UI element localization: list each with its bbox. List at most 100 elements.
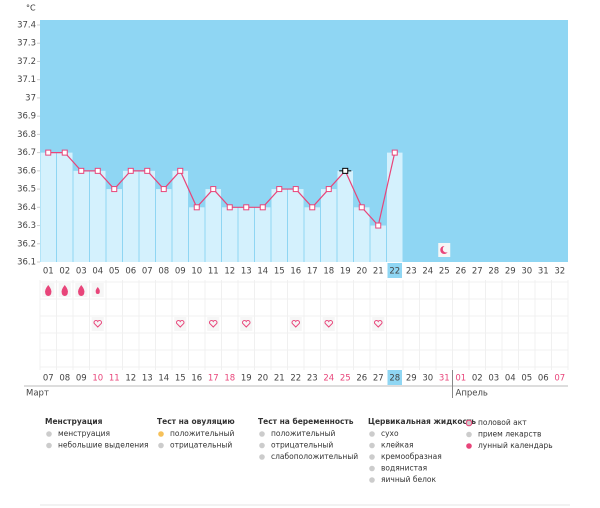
temperature-point bbox=[111, 186, 118, 193]
temperature-bar bbox=[172, 170, 188, 262]
x-tick-label: 25 bbox=[439, 267, 450, 277]
y-tick-label: 36.2 bbox=[17, 239, 36, 249]
temperature-point bbox=[144, 167, 151, 174]
temperature-point bbox=[243, 204, 250, 211]
temperature-bar bbox=[271, 189, 287, 262]
date-label: 08 bbox=[59, 374, 70, 384]
x-tick-label: 13 bbox=[241, 267, 252, 277]
date-label: 23 bbox=[307, 374, 318, 384]
x-tick-label: 10 bbox=[191, 267, 202, 277]
icon-cell bbox=[322, 317, 335, 331]
date-label: 19 bbox=[241, 374, 252, 384]
legend-item: половой акт bbox=[478, 418, 527, 427]
legend-title: Менструация bbox=[45, 417, 103, 426]
x-tick-label: 14 bbox=[257, 267, 268, 277]
date-label: 18 bbox=[224, 374, 235, 384]
legend-item: сухо bbox=[381, 429, 399, 438]
temperature-bar bbox=[189, 207, 205, 262]
temperature-point bbox=[78, 167, 85, 174]
legend-icon bbox=[369, 431, 375, 437]
temperature-bar bbox=[40, 152, 56, 262]
intercourse-icon bbox=[324, 320, 333, 328]
legend-item: отрицательный bbox=[170, 441, 232, 450]
temperature-point bbox=[342, 167, 349, 174]
temperature-bar bbox=[90, 170, 106, 262]
menstruation-icon bbox=[78, 285, 85, 296]
legend-title: Тест на беременность bbox=[258, 417, 354, 426]
x-tick-label: 08 bbox=[158, 267, 169, 277]
date-label: 20 bbox=[257, 374, 268, 384]
temperature-bar bbox=[238, 207, 254, 262]
legend-icon bbox=[259, 454, 265, 460]
menstruation-icon bbox=[45, 285, 52, 296]
date-label: 27 bbox=[373, 374, 384, 384]
date-label: 10 bbox=[92, 374, 103, 384]
date-label: 24 bbox=[323, 374, 334, 384]
y-tick-label: 36.8 bbox=[17, 130, 36, 140]
x-tick-label: 29 bbox=[505, 267, 516, 277]
x-tick-label: 26 bbox=[455, 267, 466, 277]
x-tick-label: 05 bbox=[109, 267, 120, 277]
date-label: 31 bbox=[439, 374, 450, 384]
temperature-point bbox=[45, 149, 52, 156]
y-tick-label: 36.1 bbox=[17, 258, 36, 268]
y-tick-label: 36.3 bbox=[17, 221, 36, 231]
legend-icon bbox=[466, 443, 472, 449]
date-label: 01 bbox=[455, 374, 466, 384]
y-tick-label: 36.9 bbox=[17, 112, 36, 122]
x-tick-label: 07 bbox=[142, 267, 153, 277]
icon-cell bbox=[91, 317, 104, 331]
x-tick-label: 18 bbox=[323, 267, 334, 277]
temperature-bar bbox=[205, 189, 221, 262]
temperature-point bbox=[210, 186, 217, 193]
intercourse-icon bbox=[93, 320, 102, 328]
today-date-highlight bbox=[387, 370, 402, 385]
icon-cell bbox=[289, 317, 302, 331]
temperature-point bbox=[94, 167, 101, 174]
temperature-point bbox=[193, 204, 200, 211]
temperature-bar bbox=[156, 189, 172, 262]
date-label: 03 bbox=[488, 374, 499, 384]
x-tick-label: 30 bbox=[521, 267, 532, 277]
y-tick-label: 36.7 bbox=[17, 148, 36, 158]
date-label: 22 bbox=[290, 374, 301, 384]
date-label: 04 bbox=[505, 374, 516, 384]
temperature-bar bbox=[139, 170, 155, 262]
temperature-bar bbox=[222, 207, 238, 262]
x-tick-label: 17 bbox=[307, 267, 318, 277]
temperature-point bbox=[391, 149, 398, 156]
date-label: 05 bbox=[521, 374, 532, 384]
date-label: 12 bbox=[125, 374, 136, 384]
date-label: 29 bbox=[406, 374, 417, 384]
month-label: Март bbox=[26, 389, 49, 399]
x-tick-label: 16 bbox=[290, 267, 301, 277]
x-tick-label: 24 bbox=[422, 267, 433, 277]
legend-item: клейкая bbox=[381, 441, 413, 450]
x-tick-label: 04 bbox=[92, 267, 103, 277]
temperature-point bbox=[177, 167, 184, 174]
temperature-bar bbox=[387, 152, 403, 262]
temperature-bar bbox=[337, 170, 353, 262]
x-tick-label: 21 bbox=[373, 267, 384, 277]
x-tick-label: 23 bbox=[406, 267, 417, 277]
temperature-point bbox=[259, 204, 266, 211]
x-tick-label: 32 bbox=[554, 267, 565, 277]
x-tick-label: 12 bbox=[224, 267, 235, 277]
temperature-bar bbox=[354, 207, 370, 262]
legend-item: кремообразная bbox=[381, 452, 442, 461]
temperature-line bbox=[48, 152, 396, 227]
temperature-bar bbox=[73, 170, 89, 262]
date-label: 09 bbox=[76, 374, 87, 384]
legend-title: Тест на овуляцию bbox=[157, 417, 235, 426]
date-label: 16 bbox=[191, 374, 202, 384]
intercourse-icon bbox=[209, 320, 218, 328]
temperature-bar bbox=[123, 170, 139, 262]
date-label: 15 bbox=[175, 374, 186, 384]
legend-icon bbox=[259, 442, 265, 449]
temperature-point bbox=[325, 186, 332, 193]
date-label: 30 bbox=[422, 374, 433, 384]
legend-item: положительный bbox=[271, 429, 336, 438]
legend-icon bbox=[369, 442, 375, 449]
temperature-bar bbox=[288, 189, 304, 262]
